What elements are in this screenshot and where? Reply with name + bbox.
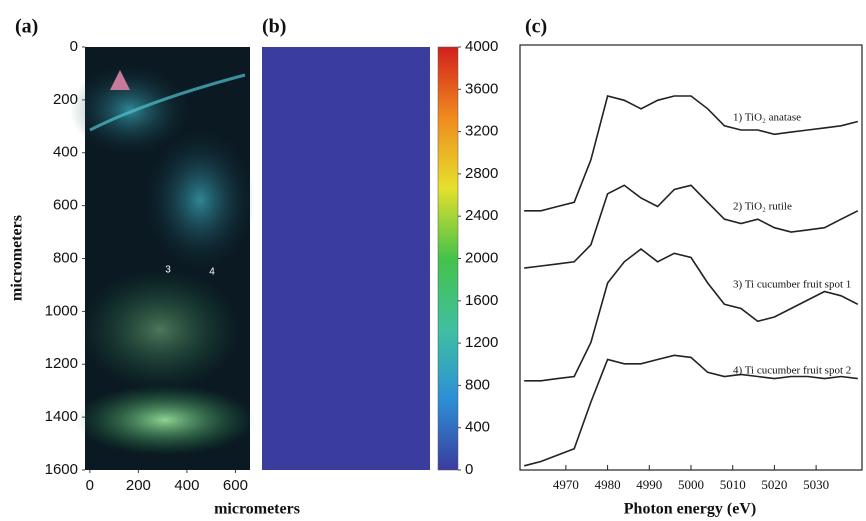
y-tick-label: 800: [53, 249, 78, 266]
x-axis-label: micrometers: [214, 501, 300, 518]
y-tick-label: 400: [53, 144, 78, 161]
y-tick-label: 1000: [45, 302, 78, 319]
x-axis-label: Photon energy (eV): [624, 501, 756, 518]
spot-label: 3: [165, 265, 171, 276]
micrograph-image: [70, 47, 255, 470]
y-tick-label: 0: [70, 38, 78, 55]
colorbar-tick-label: 4000: [465, 38, 498, 55]
colorbar-tick-label: 400: [465, 419, 490, 436]
spectrum-line: [524, 184, 859, 269]
heatmap-cell: [262, 47, 430, 470]
x-tick-label: 5000: [678, 477, 704, 492]
colorbar-tick-label: 800: [465, 376, 490, 393]
x-tick-label: 5010: [720, 477, 746, 492]
colorbar-tick-label: 2400: [465, 207, 498, 224]
colorbar-tick-label: 1600: [465, 292, 498, 309]
series-label: 3) Ti cucumber fruit spot 1: [733, 279, 851, 291]
x-tick-label: 400: [174, 477, 199, 494]
colorbar-tick-label: 1200: [465, 334, 498, 351]
x-tick-label: 4990: [636, 477, 662, 492]
colorbar-tick-label: 2800: [465, 165, 498, 182]
y-tick-label: 200: [53, 91, 78, 108]
x-tick-label: 0: [86, 477, 94, 494]
colorbar: [437, 46, 459, 471]
x-tick-label: 5030: [803, 477, 829, 492]
x-tick-label: 600: [223, 477, 248, 494]
x-tick-label: 200: [126, 477, 151, 494]
colorbar-tick-label: 2000: [465, 249, 498, 266]
y-axis-label: micrometers: [9, 215, 26, 301]
panel-label: (c): [525, 16, 547, 38]
series-label: 4) Ti cucumber fruit spot 2: [733, 365, 851, 377]
spectrum-line: [524, 354, 858, 467]
colorbar-tick-label: 3200: [465, 123, 498, 140]
spectrum-line: [524, 247, 859, 382]
x-tick-label: 5020: [761, 477, 787, 492]
series-label: 1) TiO₂ anatase: [733, 112, 801, 124]
x-tick-label: 4970: [553, 477, 579, 492]
colorbar-tick-label: 0: [465, 461, 473, 478]
y-tick-label: 600: [53, 197, 78, 214]
spot-label: 4: [209, 267, 215, 278]
series-label: 2) TiO₂ rutile: [733, 201, 792, 213]
colorbar-tick-label: 3600: [465, 80, 498, 97]
y-tick-label: 1600: [45, 461, 78, 478]
spectrum-line: [524, 95, 858, 212]
panel-label: (a): [15, 16, 38, 38]
x-tick-label: 4980: [595, 477, 621, 492]
panel-label: (b): [262, 16, 286, 38]
y-tick-label: 1400: [45, 408, 78, 425]
y-tick-label: 1200: [45, 355, 78, 372]
